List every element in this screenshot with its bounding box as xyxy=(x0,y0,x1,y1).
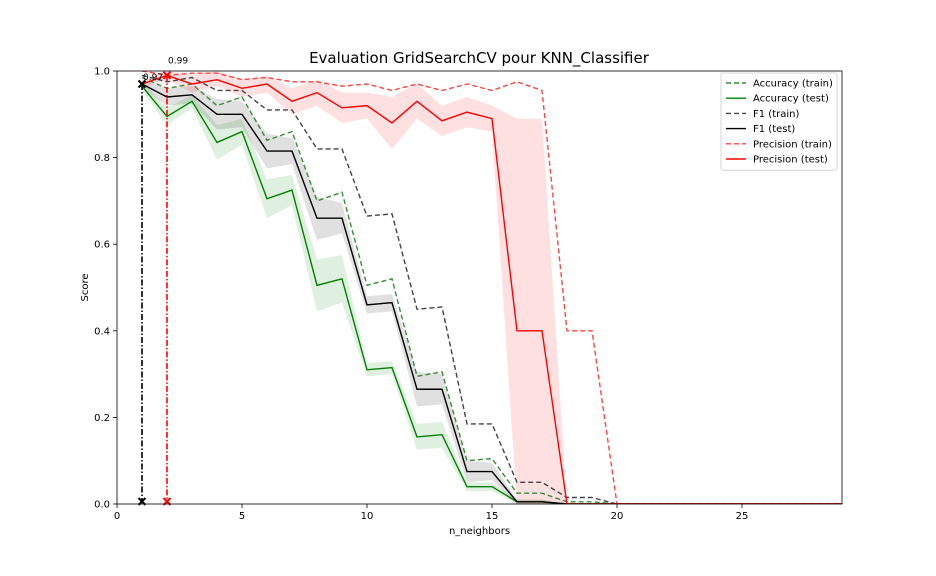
x-tick-label: 15 xyxy=(486,511,499,522)
x-tick-label: 5 xyxy=(239,511,245,522)
legend-label: Accuracy (test) xyxy=(753,94,829,105)
legend-box xyxy=(720,72,838,171)
band-accuracy-test xyxy=(142,81,842,504)
best-score-marker xyxy=(137,79,147,89)
line-accuracy-test xyxy=(141,85,842,504)
x-tick-label: 20 xyxy=(611,511,624,522)
y-axis-label: Score xyxy=(80,273,91,301)
legend-label: Precision (train) xyxy=(753,139,832,150)
line-precision-test xyxy=(141,74,842,504)
legend: Accuracy (train) Accuracy (test) F1 (train… xyxy=(720,72,838,171)
line-f1-test xyxy=(141,83,842,504)
legend-item: Accuracy (train) xyxy=(726,79,833,90)
plot-area: 0.97 0.99 xyxy=(137,56,842,506)
legend-item: Precision (test) xyxy=(726,155,828,166)
y-tick-label: 0.4 xyxy=(94,326,110,337)
best-score-marker xyxy=(162,71,172,80)
x-tick-label: 0 xyxy=(114,511,120,522)
y-tick-label: 1.0 xyxy=(94,67,110,78)
axis-ticks: 0 5 10 15 20 25 0.0 0.2 0.4 0.6 0.8 1.0 xyxy=(94,67,748,523)
best-score-label: 0.99 xyxy=(168,56,188,66)
x-tick-label: 10 xyxy=(361,511,374,522)
legend-item: Precision (train) xyxy=(726,139,832,150)
x-tick-label: 25 xyxy=(736,511,749,522)
band-f1-test xyxy=(142,79,842,504)
plot-frame xyxy=(116,70,843,505)
line-precision-train xyxy=(141,71,842,504)
y-tick-label: 0.8 xyxy=(94,153,110,164)
line-accuracy-train xyxy=(141,76,842,504)
y-tick-label: 0.0 xyxy=(94,500,110,511)
legend-label: Precision (test) xyxy=(753,155,828,166)
y-tick-label: 0.2 xyxy=(94,413,110,424)
x-axis-label: n_neighbors xyxy=(449,526,510,537)
y-tick-label: 0.6 xyxy=(94,240,110,251)
legend-label: F1 (test) xyxy=(753,124,795,135)
legend-item: Accuracy (test) xyxy=(726,94,829,105)
legend-label: Accuracy (train) xyxy=(753,79,833,90)
legend-item: F1 (train) xyxy=(726,109,799,120)
legend-label: F1 (train) xyxy=(753,109,799,120)
best-score-label: 0.97 xyxy=(143,73,163,83)
chart-title: Evaluation GridSearchCV pour KNN_Classif… xyxy=(309,49,650,68)
legend-item: F1 (test) xyxy=(726,124,795,135)
